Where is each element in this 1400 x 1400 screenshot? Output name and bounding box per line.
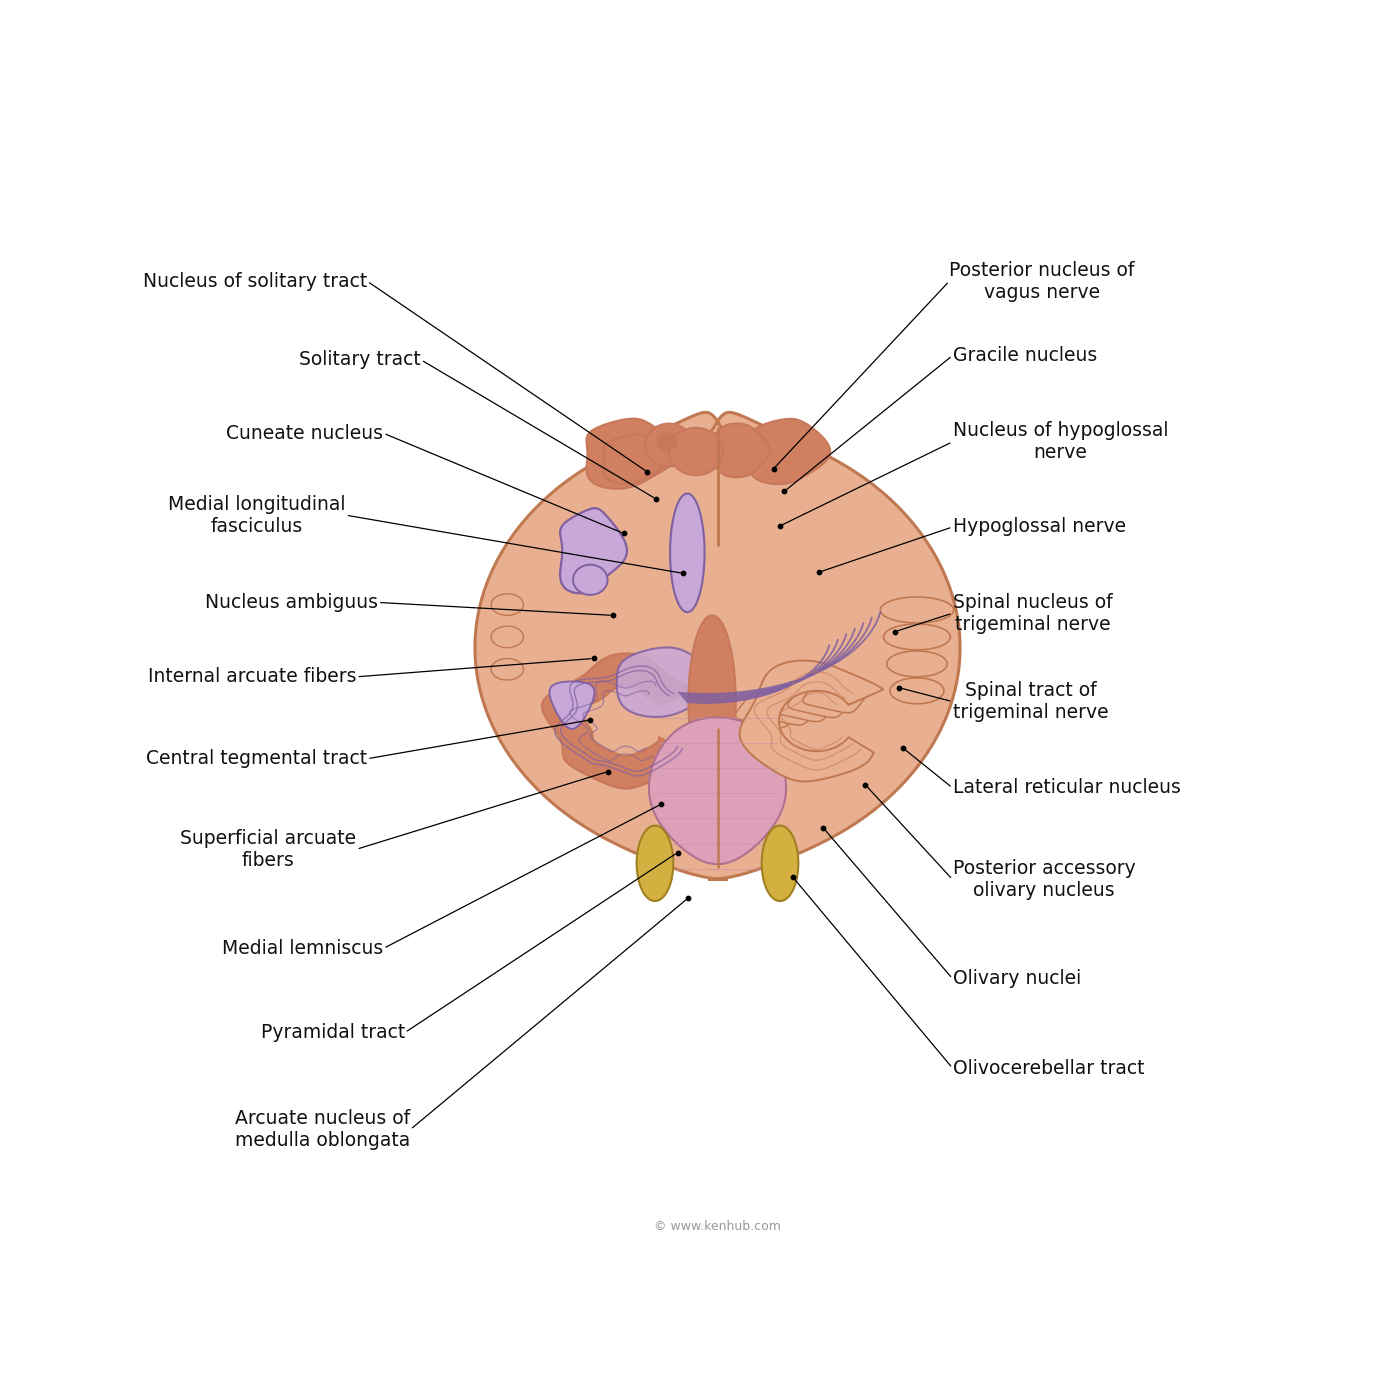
Polygon shape [560, 508, 627, 594]
Point [678, 886, 700, 909]
Point [666, 841, 689, 864]
Point [596, 760, 619, 783]
Polygon shape [689, 616, 736, 788]
Point [650, 792, 672, 815]
Text: Posterior accessory
olivary nucleus: Posterior accessory olivary nucleus [952, 860, 1135, 900]
Point [580, 708, 602, 731]
Point [582, 647, 605, 669]
Polygon shape [657, 433, 676, 451]
Text: Medial longitudinal
fasciculus: Medial longitudinal fasciculus [168, 494, 346, 536]
Point [769, 515, 791, 538]
Polygon shape [491, 626, 524, 648]
Text: Posterior nucleus of
vagus nerve: Posterior nucleus of vagus nerve [949, 260, 1134, 301]
Point [613, 522, 636, 545]
Polygon shape [645, 423, 693, 466]
Polygon shape [753, 689, 822, 725]
Polygon shape [886, 651, 948, 676]
Polygon shape [617, 647, 714, 717]
Polygon shape [671, 494, 704, 612]
Point [602, 605, 624, 627]
Polygon shape [704, 423, 770, 477]
Polygon shape [650, 717, 785, 864]
Point [892, 736, 914, 759]
Polygon shape [491, 658, 524, 680]
Polygon shape [542, 654, 694, 788]
Polygon shape [637, 826, 673, 902]
Point [773, 480, 795, 503]
Text: © www.kenhub.com: © www.kenhub.com [654, 1219, 781, 1233]
Text: Arcuate nucleus of
medulla oblongata: Arcuate nucleus of medulla oblongata [235, 1109, 410, 1149]
Point [645, 487, 668, 510]
Polygon shape [788, 682, 855, 718]
Text: Gracile nucleus: Gracile nucleus [952, 346, 1096, 365]
Point [812, 816, 834, 839]
Text: Pyramidal tract: Pyramidal tract [260, 1023, 405, 1042]
Point [888, 676, 910, 699]
Point [763, 458, 785, 480]
Polygon shape [762, 826, 798, 902]
Text: Spinal tract of
trigeminal nerve: Spinal tract of trigeminal nerve [952, 682, 1109, 722]
Text: Nucleus of solitary tract: Nucleus of solitary tract [143, 272, 367, 291]
Polygon shape [735, 692, 804, 728]
Polygon shape [748, 419, 830, 484]
Polygon shape [475, 413, 960, 879]
Point [781, 867, 804, 889]
Polygon shape [573, 564, 608, 595]
Polygon shape [491, 594, 524, 616]
Text: Spinal nucleus of
trigeminal nerve: Spinal nucleus of trigeminal nerve [952, 592, 1112, 634]
Point [636, 461, 658, 483]
Text: Hypoglossal nerve: Hypoglossal nerve [952, 518, 1126, 536]
Polygon shape [881, 596, 953, 623]
Text: Nucleus of hypoglossal
nerve: Nucleus of hypoglossal nerve [952, 421, 1168, 462]
Text: Superficial arcuate
fibers: Superficial arcuate fibers [181, 829, 357, 869]
Polygon shape [603, 434, 668, 483]
Point [854, 773, 876, 795]
Text: KEN: KEN [1273, 1327, 1303, 1340]
Text: HUB: HUB [1273, 1358, 1303, 1372]
Polygon shape [550, 682, 595, 729]
Point [672, 563, 694, 585]
Polygon shape [739, 661, 883, 781]
Text: Olivary nuclei: Olivary nuclei [952, 969, 1081, 988]
Text: Internal arcuate fibers: Internal arcuate fibers [148, 668, 357, 686]
Point [885, 620, 907, 643]
Text: Medial lemniscus: Medial lemniscus [223, 939, 384, 958]
Polygon shape [587, 419, 678, 489]
Polygon shape [669, 428, 722, 475]
Text: Cuneate nucleus: Cuneate nucleus [227, 424, 384, 442]
Text: Nucleus ambiguus: Nucleus ambiguus [204, 594, 378, 612]
Point [808, 561, 830, 584]
Polygon shape [802, 676, 871, 713]
Polygon shape [883, 624, 951, 650]
Text: Solitary tract: Solitary tract [300, 350, 421, 370]
Polygon shape [890, 678, 944, 704]
Text: Central tegmental tract: Central tegmental tract [146, 749, 367, 769]
Text: Lateral reticular nucleus: Lateral reticular nucleus [952, 778, 1180, 798]
Text: Olivocerebellar tract: Olivocerebellar tract [952, 1058, 1144, 1078]
Polygon shape [771, 686, 840, 721]
